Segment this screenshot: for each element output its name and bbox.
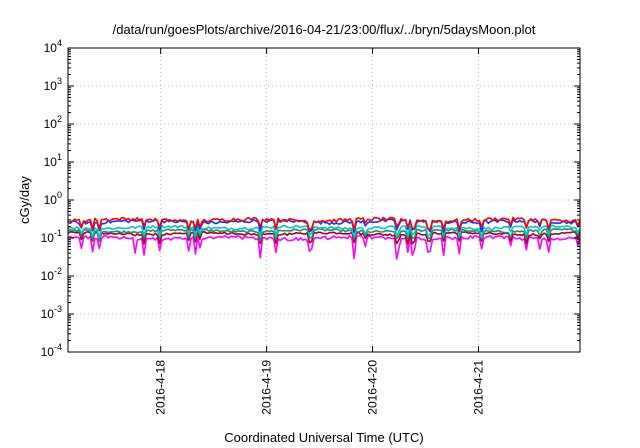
x-tick-label: 2016-4-19 <box>260 360 274 415</box>
series-line <box>67 227 581 242</box>
series-layer <box>67 216 581 260</box>
x-axis: 2016-4-18 2016-4-19 2016-4-20 2016-4-21 <box>154 48 485 415</box>
y-tick-label: 10-3 <box>41 304 62 321</box>
x-tick-label: 2016-4-18 <box>154 360 168 415</box>
y-tick-label: 101 <box>44 152 62 169</box>
y-tick-label: 102 <box>44 114 62 131</box>
y-tick-label: 100 <box>44 190 62 207</box>
y-tick-label: 10-2 <box>41 266 62 283</box>
y-tick-label: 10-1 <box>41 228 62 245</box>
series-line <box>67 224 581 239</box>
y-tick-label: 10-4 <box>41 342 62 359</box>
y-axis-label: cGy/day <box>17 176 32 224</box>
y-tick-label: 104 <box>44 38 62 55</box>
chart-title: /data/run/goesPlots/archive/2016-04-21/2… <box>113 22 536 37</box>
series-line <box>67 230 581 245</box>
y-tick-label: 103 <box>44 76 62 93</box>
x-tick-label: 2016-4-20 <box>366 360 380 415</box>
x-tick-label: 2016-4-21 <box>471 360 485 415</box>
series-line <box>67 216 581 232</box>
x-axis-label: Coordinated Universal Time (UTC) <box>224 430 423 445</box>
grid <box>68 48 580 352</box>
y-axis: 10-4 10-3 10-2 10-1 100 101 102 103 104 <box>41 38 580 359</box>
series-line <box>67 234 581 260</box>
